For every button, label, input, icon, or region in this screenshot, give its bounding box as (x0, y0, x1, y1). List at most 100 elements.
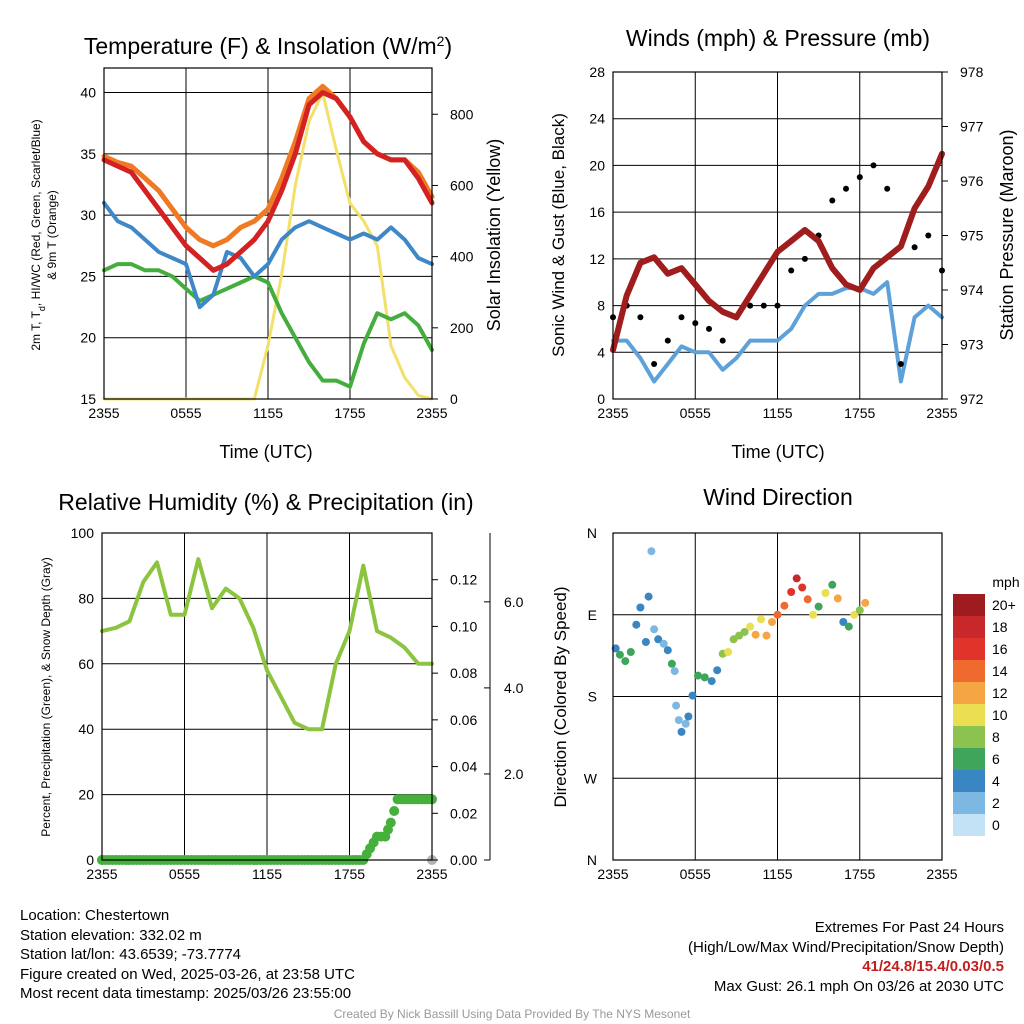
y-tick-label: 30 (80, 207, 96, 223)
x-tick-label: 2355 (926, 405, 957, 421)
direction-point (667, 659, 676, 668)
colorbar-label: 8 (992, 729, 1000, 745)
colorbar-swatch (953, 682, 985, 704)
rh-line (100, 557, 434, 732)
direction-point (647, 547, 656, 556)
direction-point (654, 635, 663, 644)
y2-tick-label: 0 (450, 391, 458, 407)
colorbar-swatch (953, 594, 985, 616)
y-tick-label: 40 (78, 721, 94, 737)
y-tick-label: N (587, 852, 597, 868)
y2-tick-label: 600 (450, 177, 474, 193)
colorbar-label: 12 (992, 685, 1008, 701)
y-axis-label-2: & 9m T (Orange) (45, 190, 59, 280)
direction-point (850, 610, 859, 619)
x-tick-label: 2355 (88, 405, 119, 421)
colorbar-swatch (953, 792, 985, 814)
direction-point (803, 595, 812, 604)
x-tick-label: 1755 (844, 405, 875, 421)
panel-title: Winds (mph) & Pressure (mb) (626, 25, 930, 51)
direction-point (751, 630, 760, 639)
y2-axis-label: Solar Insolation (Yellow) (484, 139, 504, 331)
x-tick-label: 1155 (762, 405, 792, 421)
x-tick-label: 0555 (170, 405, 201, 421)
gust-dot (829, 197, 836, 204)
y-tick-label: 0 (86, 852, 94, 868)
gust-dot (843, 185, 849, 192)
y2-tick-label: 0.08 (450, 665, 477, 681)
snow-tick-label: 2.0 (504, 766, 524, 782)
y2-axis-label: Station Pressure (Maroon) (997, 129, 1017, 340)
dewpoint-line (102, 262, 434, 389)
y-tick-label: N (587, 525, 597, 541)
max-gust-text: Max Gust: 26.1 mph On 03/26 at 2030 UTC (713, 977, 1004, 995)
y2-tick-label: 973 (960, 337, 984, 353)
y-tick-label: 80 (78, 590, 94, 606)
gust-dot (719, 337, 726, 344)
gust-dot (664, 337, 671, 344)
colorbar-label: 4 (992, 773, 1000, 789)
direction-point (821, 589, 830, 597)
temp-plot-frame (103, 67, 433, 400)
direction-point (641, 638, 650, 646)
direction-point (611, 644, 620, 653)
x-axis-label: Time (UTC) (219, 442, 312, 462)
direction-point (684, 712, 693, 721)
location-text: Location: Chestertown (20, 907, 170, 924)
direction-point (713, 666, 722, 675)
x-tick-label: 1755 (844, 866, 875, 882)
direction-point (644, 592, 653, 601)
x-tick-label: 0555 (680, 405, 711, 421)
direction-point (707, 677, 716, 686)
direction-point (724, 648, 733, 656)
y-tick-label: 25 (80, 268, 96, 284)
direction-point (650, 625, 659, 634)
direction-point (674, 716, 683, 725)
panel-title: Wind Direction (703, 484, 853, 510)
direction-point (688, 691, 697, 700)
y-tick-label: 28 (589, 64, 605, 80)
colorbar-label: 16 (992, 641, 1008, 657)
gust-dot (678, 314, 685, 321)
y2-tick-label: 978 (960, 64, 984, 80)
speed-colorbar: mph 20+ 18 16 14 12 10 8 6 4 2 0 (953, 574, 1020, 836)
credit-text: Created By Nick Bassill Using Data Provi… (333, 1007, 691, 1021)
x-axis-label: Time (UTC) (731, 442, 824, 462)
panel-title: Relative Humidity (%) & Precipitation (i… (58, 489, 473, 515)
colorbar-label: 2 (992, 795, 1000, 811)
direction-point (833, 594, 842, 603)
direction-point (844, 622, 853, 631)
colorbar-swatch (953, 616, 985, 638)
gust-dot (870, 162, 877, 169)
pressure-line (610, 150, 945, 353)
gust-dot (747, 302, 754, 309)
panel-title: Temperature (F) & Insolation (W/m2) (84, 33, 452, 59)
direction-point (773, 610, 782, 619)
y2-tick-label: 0.06 (450, 712, 477, 728)
gust-dot (774, 302, 781, 309)
colorbar-swatch (953, 660, 985, 682)
x-tick-label: 2355 (86, 866, 117, 882)
y-tick-label: 100 (71, 525, 95, 541)
x-tick-label: 2355 (416, 405, 447, 421)
y-tick-label: 15 (80, 391, 96, 407)
gust-dot (651, 361, 658, 367)
x-tick-label: 2355 (597, 866, 628, 882)
direction-point (681, 719, 690, 728)
colorbar-label: 10 (992, 707, 1008, 723)
direction-point (659, 639, 668, 648)
gust-dot (897, 361, 904, 367)
colorbar-swatch (953, 726, 985, 748)
direction-point (672, 701, 681, 710)
direction-point (798, 583, 807, 592)
y-tick-label: E (588, 607, 597, 623)
created-text: Figure created on Wed, 2025-03-26, at 23… (20, 965, 355, 983)
dir-plot-frame (612, 532, 943, 861)
y2-tick-label: 0.04 (450, 759, 477, 775)
y-axis-label: 2m T, Td, HI/WC (Red, Green, Scarlet/Blu… (29, 119, 47, 350)
y2-tick-label: 974 (960, 282, 984, 298)
y-tick-label: 12 (589, 251, 605, 267)
y-tick-label: 16 (589, 204, 605, 220)
direction-point (670, 667, 679, 676)
